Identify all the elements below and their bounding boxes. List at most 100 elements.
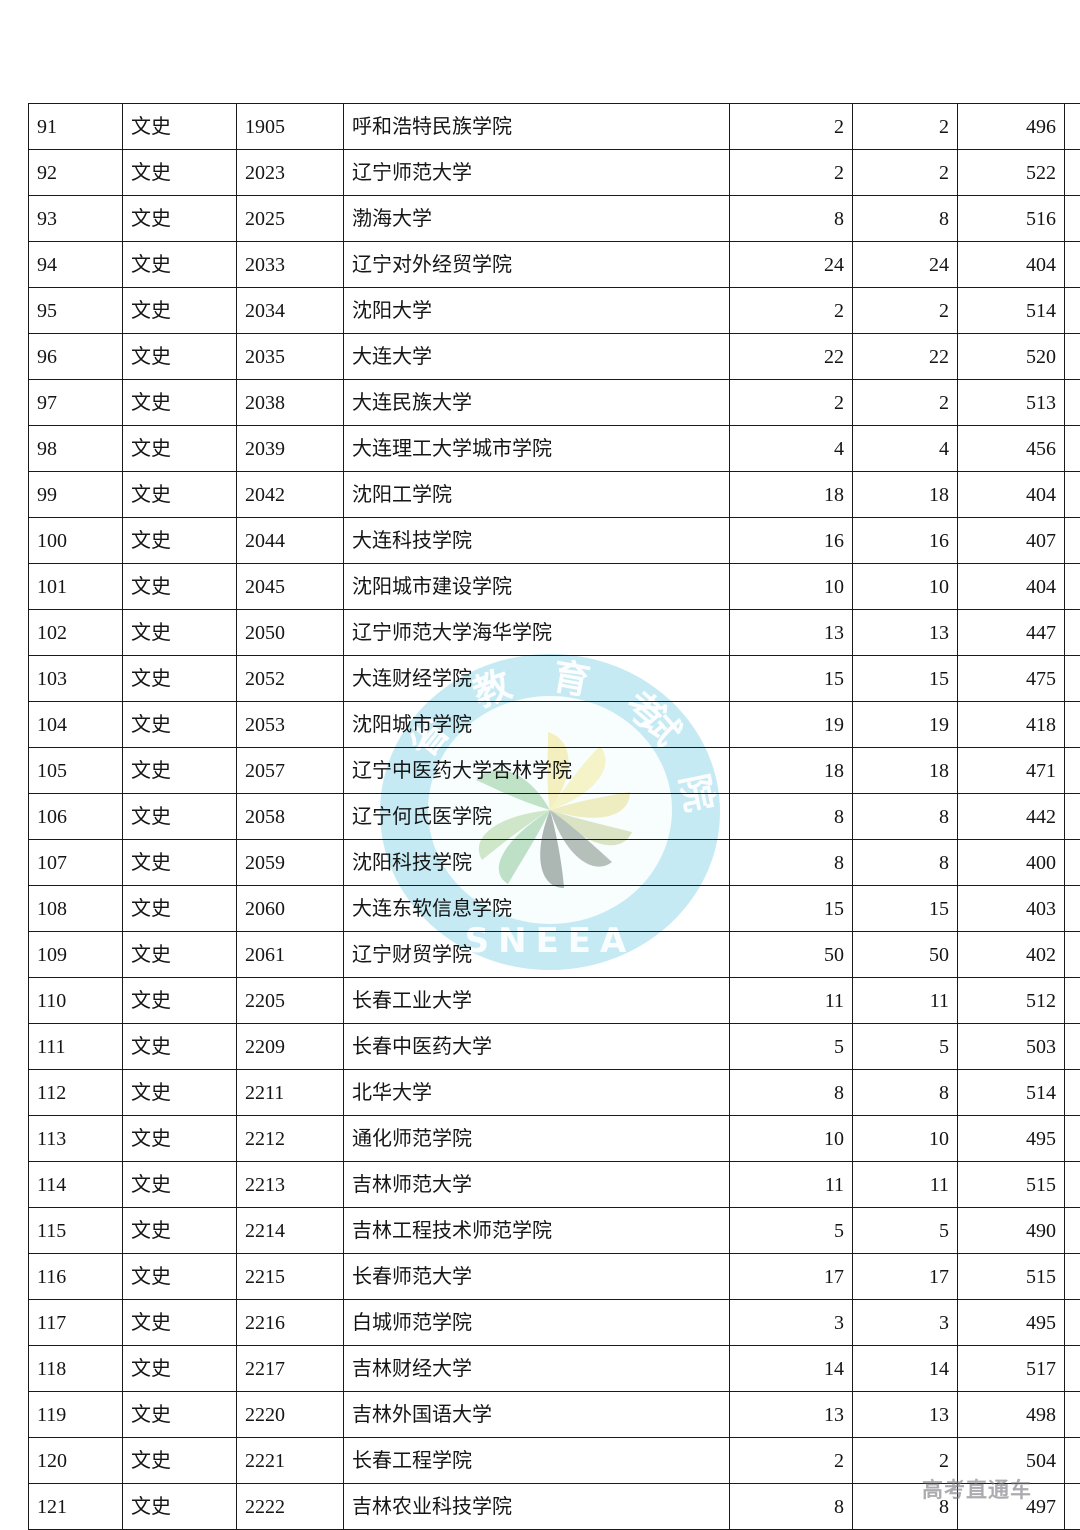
cell-min-score: 516 [958, 196, 1065, 242]
cell-row-number: 114 [29, 1162, 123, 1208]
table-row: 102文史2050辽宁师范大学海华学院131344738394 [29, 610, 1080, 656]
cell-min-score: 407 [958, 518, 1065, 564]
cell-row-number: 100 [29, 518, 123, 564]
table-row: 101文史2045沈阳城市建设学院101040452228 [29, 564, 1080, 610]
cell-subject-category: 文史 [123, 702, 237, 748]
cell-plan-count: 15 [730, 656, 853, 702]
cell-subject-category: 文史 [123, 978, 237, 1024]
cell-subject-category: 文史 [123, 1070, 237, 1116]
cell-min-rank: 35397 [1065, 426, 1080, 472]
table-row: 120文史2221长春工程学院2250418758 [29, 1438, 1080, 1484]
cell-plan-count: 13 [730, 610, 853, 656]
cell-min-rank: 52643 [1065, 932, 1080, 978]
cell-min-score: 442 [958, 794, 1065, 840]
cell-plan-count: 2 [730, 104, 853, 150]
cell-subject-category: 文史 [123, 656, 237, 702]
cell-school-name: 大连大学 [344, 334, 730, 380]
cell-plan-count: 8 [730, 1070, 853, 1116]
cell-plan-count: 8 [730, 196, 853, 242]
cell-school-code: 2025 [237, 196, 344, 242]
cell-subject-category: 文史 [123, 196, 237, 242]
cell-subject-category: 文史 [123, 1346, 237, 1392]
cell-row-number: 99 [29, 472, 123, 518]
cell-row-number: 91 [29, 104, 123, 150]
cell-school-code: 2213 [237, 1162, 344, 1208]
cell-min-rank: 13952 [1065, 334, 1080, 380]
cell-school-code: 2059 [237, 840, 344, 886]
cell-school-name: 吉林师范大学 [344, 1162, 730, 1208]
cell-subject-category: 文史 [123, 1116, 237, 1162]
cell-min-score: 404 [958, 472, 1065, 518]
cell-row-number: 107 [29, 840, 123, 886]
cell-school-code: 2042 [237, 472, 344, 518]
cell-min-rank: 13316 [1065, 150, 1080, 196]
cell-subject-category: 文史 [123, 104, 237, 150]
cell-admitted-count: 11 [853, 978, 958, 1024]
cell-subject-category: 文史 [123, 334, 237, 380]
cell-row-number: 104 [29, 702, 123, 748]
cell-row-number: 106 [29, 794, 123, 840]
cell-admitted-count: 17 [853, 1254, 958, 1300]
cell-school-code: 2023 [237, 150, 344, 196]
cell-row-number: 121 [29, 1484, 123, 1530]
cell-min-score: 497 [958, 1484, 1065, 1530]
cell-min-rank: 14903 [1065, 1346, 1080, 1392]
cell-subject-category: 文史 [123, 610, 237, 656]
cell-row-number: 94 [29, 242, 123, 288]
cell-plan-count: 2 [730, 288, 853, 334]
cell-plan-count: 11 [730, 978, 853, 1024]
table-row: 96文史2035大连大学222252013952 [29, 334, 1080, 380]
cell-school-name: 沈阳大学 [344, 288, 730, 334]
cell-school-name: 长春师范大学 [344, 1254, 730, 1300]
table-row: 104文史2053沈阳城市学院191941847755 [29, 702, 1080, 748]
cell-subject-category: 文史 [123, 1438, 237, 1484]
cell-plan-count: 2 [730, 1438, 853, 1484]
cell-plan-count: 8 [730, 1484, 853, 1530]
cell-school-name: 吉林工程技术师范学院 [344, 1208, 730, 1254]
cell-min-rank: 47755 [1065, 702, 1080, 748]
cell-school-code: 2205 [237, 978, 344, 1024]
cell-subject-category: 文史 [123, 288, 237, 334]
cell-row-number: 119 [29, 1392, 123, 1438]
cell-school-name: 通化师范学院 [344, 1116, 730, 1162]
cell-min-rank: 28796 [1065, 656, 1080, 702]
cell-min-score: 517 [958, 1346, 1065, 1392]
cell-plan-count: 2 [730, 380, 853, 426]
cell-plan-count: 5 [730, 1208, 853, 1254]
cell-row-number: 101 [29, 564, 123, 610]
cell-school-code: 1905 [237, 104, 344, 150]
cell-admitted-count: 2 [853, 288, 958, 334]
cell-plan-count: 18 [730, 472, 853, 518]
cell-school-name: 长春工程学院 [344, 1438, 730, 1484]
cell-min-score: 504 [958, 1438, 1065, 1484]
cell-school-code: 2061 [237, 932, 344, 978]
cell-min-score: 490 [958, 1208, 1065, 1254]
cell-school-name: 沈阳科技学院 [344, 840, 730, 886]
table-row: 95文史2034沈阳大学2251415601 [29, 288, 1080, 334]
cell-school-code: 2220 [237, 1392, 344, 1438]
cell-subject-category: 文史 [123, 1024, 237, 1070]
cell-min-score: 447 [958, 610, 1065, 656]
cell-admitted-count: 10 [853, 564, 958, 610]
cell-subject-category: 文史 [123, 932, 237, 978]
cell-school-name: 辽宁中医药大学杏林学院 [344, 748, 730, 794]
cell-admitted-count: 16 [853, 518, 958, 564]
cell-subject-category: 文史 [123, 1162, 237, 1208]
cell-admitted-count: 13 [853, 610, 958, 656]
cell-min-score: 403 [958, 886, 1065, 932]
cell-admitted-count: 24 [853, 242, 958, 288]
cell-row-number: 93 [29, 196, 123, 242]
cell-plan-count: 8 [730, 794, 853, 840]
cell-min-score: 495 [958, 1300, 1065, 1346]
cell-school-code: 2045 [237, 564, 344, 610]
cell-admitted-count: 3 [853, 1300, 958, 1346]
cell-school-name: 辽宁对外经贸学院 [344, 242, 730, 288]
cell-min-rank: 52217 [1065, 242, 1080, 288]
cell-admitted-count: 15 [853, 886, 958, 932]
cell-school-code: 2033 [237, 242, 344, 288]
cell-row-number: 98 [29, 426, 123, 472]
cell-admitted-count: 5 [853, 1208, 958, 1254]
table-row: 119文史2220吉林外国语大学131349820759 [29, 1392, 1080, 1438]
table-row: 99文史2042沈阳工学院181840452148 [29, 472, 1080, 518]
cell-row-number: 92 [29, 150, 123, 196]
